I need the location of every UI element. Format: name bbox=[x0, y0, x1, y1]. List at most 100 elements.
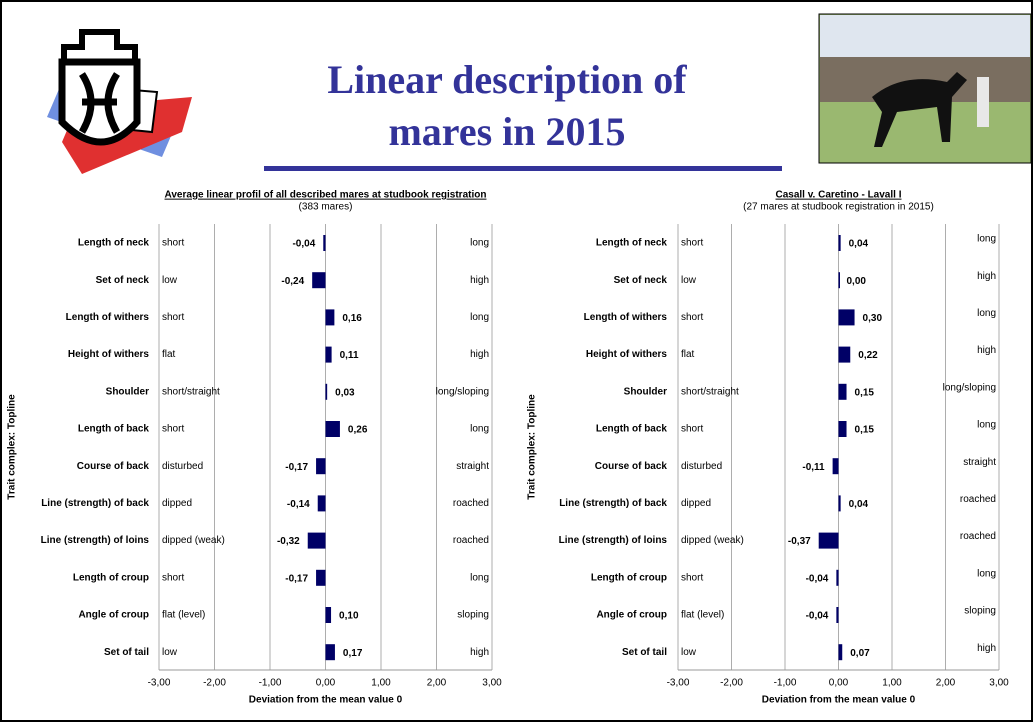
left-scale-label: short/straight bbox=[681, 386, 739, 397]
bar bbox=[818, 532, 839, 549]
left-scale-label: short bbox=[162, 572, 184, 583]
category-label: Line (strength) of loins bbox=[41, 535, 150, 546]
right-scale-label: high bbox=[470, 275, 489, 286]
category-label: Set of neck bbox=[96, 275, 150, 286]
right-scale-label: roached bbox=[960, 531, 996, 542]
right-scale-label: long bbox=[470, 572, 489, 583]
value-label: 0,04 bbox=[849, 239, 869, 250]
left-scale-label: short bbox=[681, 424, 703, 435]
value-label: 0,15 bbox=[855, 425, 875, 436]
right-scale-label: roached bbox=[453, 535, 489, 546]
category-label: Length of neck bbox=[78, 238, 150, 249]
x-tick-label: -1,00 bbox=[774, 678, 797, 689]
bar bbox=[325, 309, 335, 326]
right-scale-label: long bbox=[470, 312, 489, 323]
bar bbox=[317, 495, 326, 512]
category-label: Shoulder bbox=[624, 386, 667, 397]
left-scale-label: dipped bbox=[162, 498, 192, 509]
category-label: Length of neck bbox=[596, 238, 668, 249]
bar bbox=[325, 383, 328, 400]
value-label: 0,03 bbox=[335, 387, 355, 398]
category-label: Line (strength) of back bbox=[559, 498, 667, 509]
x-tick-label: -1,00 bbox=[259, 678, 282, 689]
bar bbox=[312, 272, 326, 289]
chart-title: Casall v. Caretino - Lavall I bbox=[776, 190, 902, 201]
left-scale-label: flat (level) bbox=[162, 610, 205, 621]
left-scale-label: short bbox=[162, 312, 184, 323]
value-label: -0,32 bbox=[277, 536, 300, 547]
left-scale-label: short bbox=[162, 238, 184, 249]
chart-subtitle: (27 mares at studbook registration in 20… bbox=[743, 202, 934, 213]
left-scale-label: disturbed bbox=[681, 461, 722, 472]
category-label: Line (strength) of loins bbox=[559, 535, 668, 546]
x-tick-label: 0,00 bbox=[316, 678, 336, 689]
left-scale-label: short/straight bbox=[162, 386, 220, 397]
bar bbox=[316, 569, 326, 586]
right-scale-label: sloping bbox=[964, 606, 996, 617]
category-label: Course of back bbox=[595, 461, 668, 472]
value-label: 0,11 bbox=[340, 350, 359, 361]
right-scale-label: straight bbox=[456, 461, 489, 472]
bar bbox=[325, 346, 332, 363]
category-label: Angle of croup bbox=[78, 610, 149, 621]
bar bbox=[838, 421, 847, 437]
right-scale-label: straight bbox=[963, 457, 996, 468]
right-scale-label: high bbox=[977, 271, 996, 282]
left-scale-label: low bbox=[162, 647, 178, 658]
left-scale-label: short bbox=[681, 238, 703, 249]
bar bbox=[838, 272, 840, 289]
value-label: -0,24 bbox=[281, 276, 304, 287]
y-axis-label: Trait complex: Topline bbox=[7, 394, 18, 500]
right-scale-label: sloping bbox=[457, 610, 489, 621]
x-tick-label: 1,00 bbox=[882, 678, 902, 689]
value-label: -0,14 bbox=[287, 499, 310, 510]
right-scale-label: long bbox=[977, 568, 996, 579]
right-scale-label: long bbox=[470, 424, 489, 435]
bar bbox=[832, 458, 839, 475]
left-scale-label: low bbox=[681, 275, 697, 286]
category-label: Length of withers bbox=[66, 312, 150, 323]
left-scale-label: short bbox=[162, 424, 184, 435]
left-scale-label: disturbed bbox=[162, 461, 203, 472]
chart-title: Average linear profil of all described m… bbox=[165, 190, 487, 201]
left-scale-label: low bbox=[681, 647, 697, 658]
bar bbox=[325, 421, 340, 437]
y-axis-label: Trait complex: Topline bbox=[527, 394, 538, 500]
value-label: -0,04 bbox=[806, 573, 829, 584]
bar bbox=[838, 309, 855, 326]
bar bbox=[838, 495, 841, 512]
value-label: 0,30 bbox=[863, 313, 883, 324]
x-tick-label: 0,00 bbox=[829, 678, 849, 689]
x-tick-label: -2,00 bbox=[720, 678, 743, 689]
bar bbox=[838, 346, 851, 363]
bar bbox=[325, 607, 332, 623]
right-scale-label: long bbox=[977, 234, 996, 245]
x-tick-label: 3,00 bbox=[482, 678, 502, 689]
category-label: Set of tail bbox=[104, 647, 149, 658]
left-scale-label: short bbox=[681, 572, 703, 583]
category-label: Height of withers bbox=[68, 349, 150, 360]
bar bbox=[325, 644, 335, 661]
category-label: Length of back bbox=[78, 424, 150, 435]
category-label: Line (strength) of back bbox=[41, 498, 149, 509]
value-label: 0,10 bbox=[339, 611, 359, 622]
logo bbox=[47, 29, 192, 174]
right-scale-label: high bbox=[977, 345, 996, 356]
value-label: 0,04 bbox=[849, 499, 869, 510]
value-label: -0,04 bbox=[292, 239, 315, 250]
bar bbox=[836, 607, 839, 623]
right-scale-label: roached bbox=[453, 498, 489, 509]
slide-title: Linear description of mares in 2015 bbox=[327, 57, 687, 154]
bar bbox=[323, 235, 326, 251]
x-tick-label: -3,00 bbox=[667, 678, 690, 689]
category-label: Height of withers bbox=[586, 349, 668, 360]
chart-subtitle: (383 mares) bbox=[299, 202, 353, 213]
x-tick-label: 2,00 bbox=[427, 678, 447, 689]
category-label: Shoulder bbox=[106, 386, 149, 397]
category-label: Angle of croup bbox=[596, 610, 667, 621]
left-scale-label: dipped bbox=[681, 498, 711, 509]
bar bbox=[838, 644, 843, 661]
x-axis-label: Deviation from the mean value 0 bbox=[762, 695, 916, 706]
